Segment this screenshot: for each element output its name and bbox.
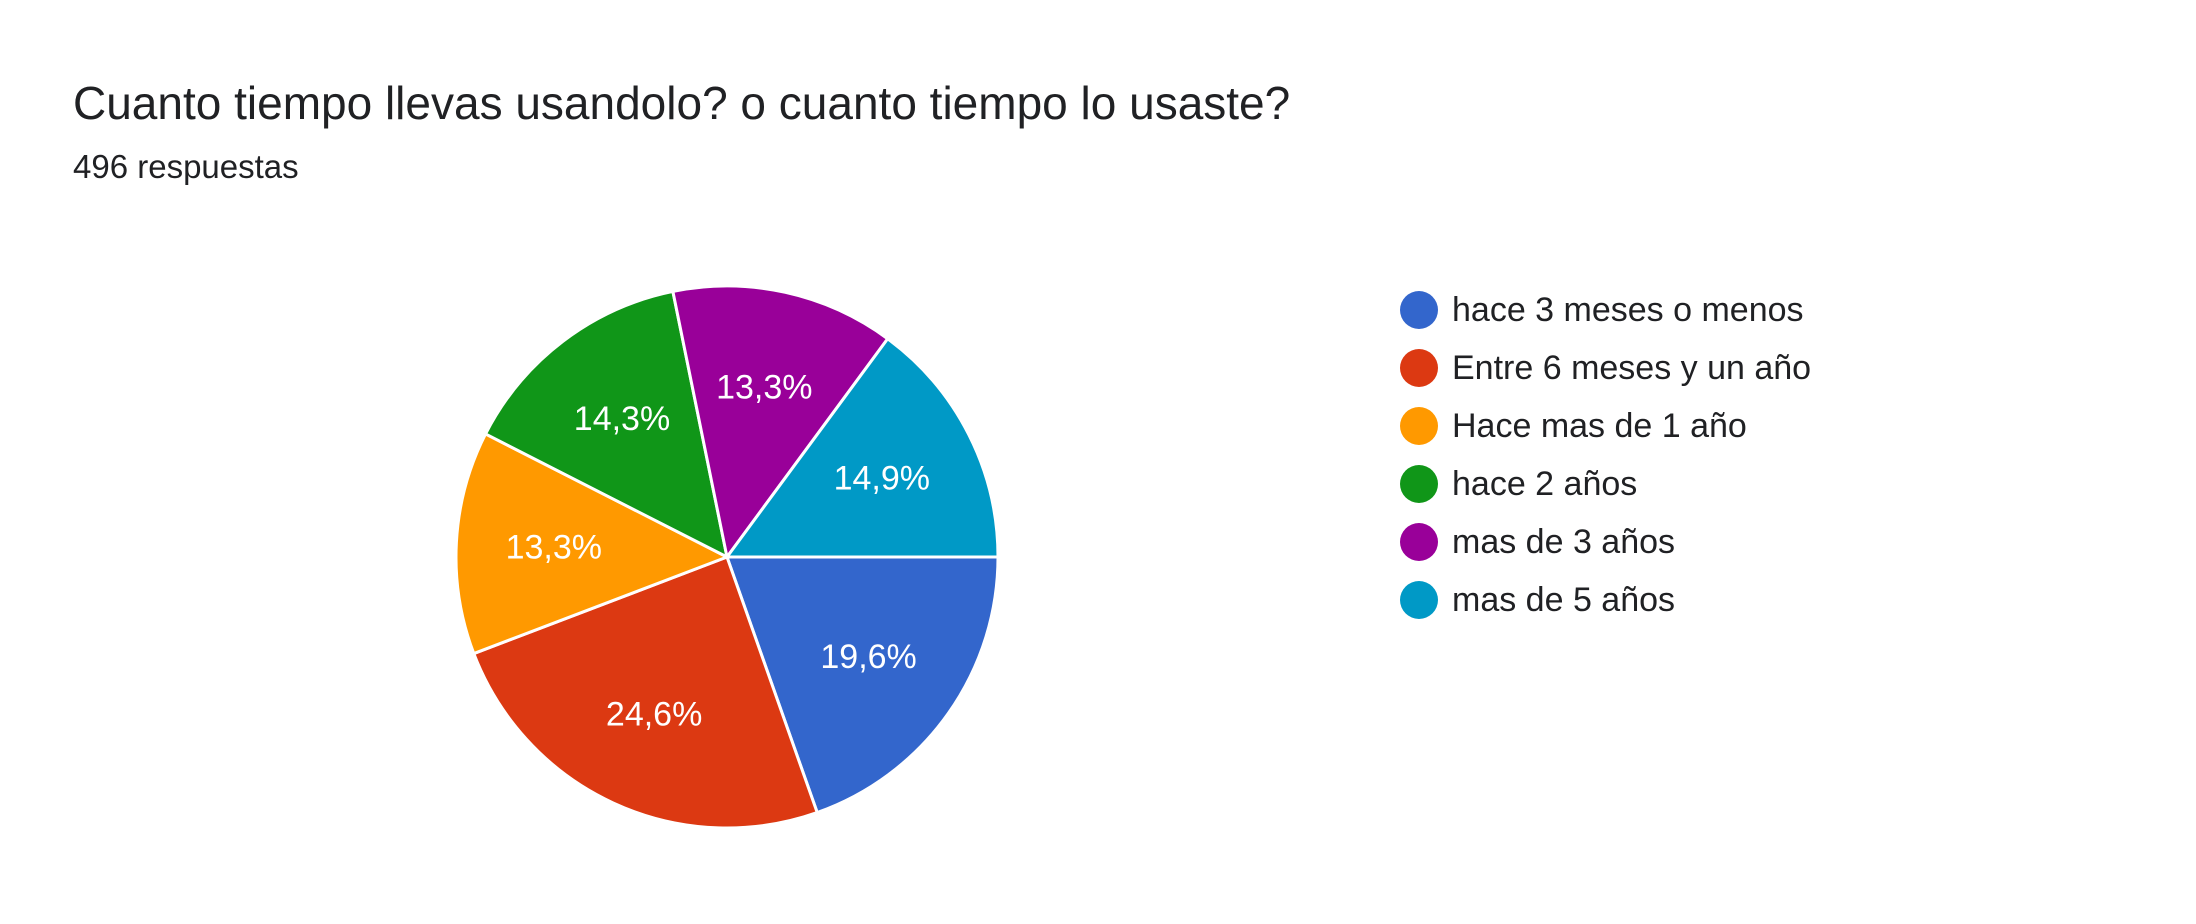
legend-item[interactable]: mas de 3 años (1400, 513, 1811, 571)
pie-slice[interactable] (484, 289, 729, 559)
legend-item[interactable]: Hace mas de 1 año (1400, 397, 1811, 455)
slice-label: 13,3% (716, 369, 812, 407)
legend-item[interactable]: hace 3 meses o menos (1400, 281, 1811, 339)
pie-slice[interactable] (454, 432, 729, 656)
legend-swatch (1400, 349, 1438, 387)
slice-label: 14,9% (834, 460, 930, 498)
legend-item[interactable]: Entre 6 meses y un año (1400, 339, 1811, 397)
legend-swatch (1400, 407, 1438, 445)
pie-slice[interactable] (472, 555, 819, 830)
legend-swatch (1400, 465, 1438, 503)
legend-label: Hace mas de 1 año (1452, 406, 1747, 445)
slice-label: 14,3% (574, 400, 670, 438)
legend-label: hace 2 años (1452, 464, 1638, 503)
slice-label: 13,3% (506, 529, 602, 567)
response-count: 496 respuestas (73, 148, 299, 185)
slice-label: 19,6% (820, 638, 916, 676)
legend-swatch (1400, 581, 1438, 619)
legend-swatch (1400, 291, 1438, 329)
legend-swatch (1400, 523, 1438, 561)
slice-label: 24,6% (606, 695, 702, 733)
pie-slice[interactable] (725, 337, 1000, 559)
legend-label: mas de 5 años (1452, 580, 1676, 619)
legend-label: Entre 6 meses y un año (1452, 348, 1812, 387)
legend-label: mas de 3 años (1452, 522, 1676, 561)
chart-title: Cuanto tiempo llevas usandolo? o cuanto … (73, 77, 1291, 129)
legend: hace 3 meses o menos Entre 6 meses y un … (1400, 281, 1811, 629)
pie-slice[interactable] (671, 284, 890, 559)
legend-label: hace 3 meses o menos (1452, 290, 1804, 329)
legend-item[interactable]: hace 2 años (1400, 455, 1811, 513)
legend-item[interactable]: mas de 5 años (1400, 571, 1811, 629)
